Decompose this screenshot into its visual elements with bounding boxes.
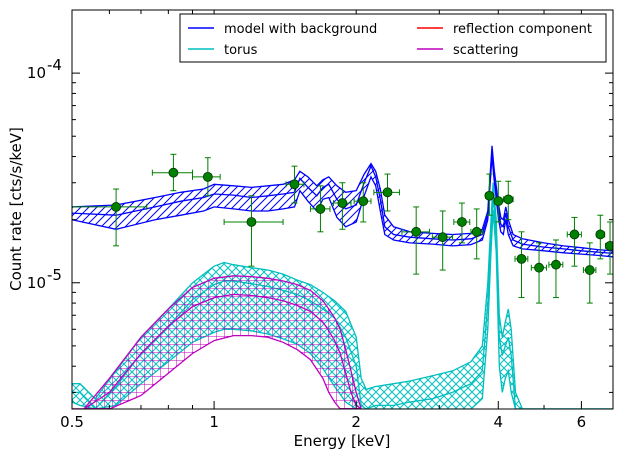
data-point [401, 206, 431, 275]
data-point-marker [595, 229, 606, 240]
y-tick-label-exponent: -5 [47, 266, 62, 284]
x-tick-label: 4 [494, 413, 504, 431]
legend-box [179, 13, 607, 63]
series-scattering-band [72, 275, 362, 409]
x-tick-label: 1 [209, 413, 219, 431]
series-scattering-lower-line [72, 334, 362, 409]
data-point [191, 157, 221, 197]
data-point-marker [168, 167, 179, 178]
data-point [431, 210, 454, 271]
data-point [72, 188, 148, 247]
y-tick-label-exponent: -4 [47, 56, 62, 74]
axis-labels: Energy [keV] Count rate [cts/s/keV] [7, 127, 390, 450]
data-point [566, 216, 582, 267]
data-point-marker [382, 187, 393, 198]
data-point-marker [484, 190, 495, 201]
data-point-marker [358, 196, 369, 207]
data-point [582, 242, 597, 304]
data-point-marker [111, 202, 121, 212]
axes-frame [71, 9, 614, 410]
data-point-marker [493, 196, 504, 207]
data-point [514, 231, 529, 299]
legend-label-reflection-component: reflection component [453, 22, 592, 37]
data-point [373, 173, 400, 212]
legend: model with background reflection compone… [179, 13, 607, 63]
x-tick-label: 6 [577, 413, 587, 431]
axes: 0.5 1 2 4 610-510-4 [27, 9, 614, 431]
legend-label-scattering: scattering [453, 43, 519, 58]
data-point-marker [551, 259, 561, 270]
x-tick-label: 2 [351, 413, 361, 431]
data-point-marker [202, 171, 213, 182]
legend-label-torus: torus [224, 43, 258, 58]
series-model-with-background-lower-line [72, 156, 613, 258]
data-point [530, 242, 547, 304]
data-point [484, 173, 495, 216]
data-point-marker [315, 204, 326, 214]
data-point-marker [437, 232, 448, 243]
y-axis-label: Count rate [cts/s/keV] [7, 127, 25, 291]
series-scattering-line [72, 293, 362, 409]
data-point-marker [471, 226, 482, 237]
series-torus-upper-line [72, 182, 613, 409]
data-point-marker [289, 179, 300, 190]
data-point [223, 195, 284, 267]
data-point-marker [457, 217, 467, 227]
data-point-marker [503, 194, 514, 205]
data-point [548, 239, 564, 299]
data-point [285, 165, 305, 204]
data-point [353, 182, 372, 223]
data-point [470, 208, 483, 260]
x-tick-label: 0.5 [60, 413, 84, 431]
x-axis-label: Energy [keV] [294, 432, 391, 450]
data-point [595, 214, 606, 260]
data-point-marker [411, 226, 422, 237]
data-point-marker [605, 240, 613, 251]
data-point [332, 182, 352, 230]
data-point [502, 180, 514, 221]
data-point-marker [534, 262, 544, 273]
y-tick-label: 10 [27, 274, 46, 292]
legend-label-model-with-background: model with background [224, 22, 377, 37]
data-point-marker [246, 217, 257, 227]
data-point [151, 153, 193, 192]
data-point-marker [584, 265, 595, 275]
series-scattering-upper-line [72, 275, 362, 409]
data-point-marker [569, 229, 580, 240]
data-point [453, 202, 471, 244]
data-point [493, 180, 504, 223]
plot-area [72, 145, 613, 409]
data-point [605, 221, 613, 275]
data-point-marker [516, 253, 527, 264]
y-tick-label: 10 [27, 64, 46, 82]
data-point-marker [337, 198, 348, 208]
data-point [309, 185, 331, 233]
series-model-with-background-upper-line [72, 145, 613, 252]
